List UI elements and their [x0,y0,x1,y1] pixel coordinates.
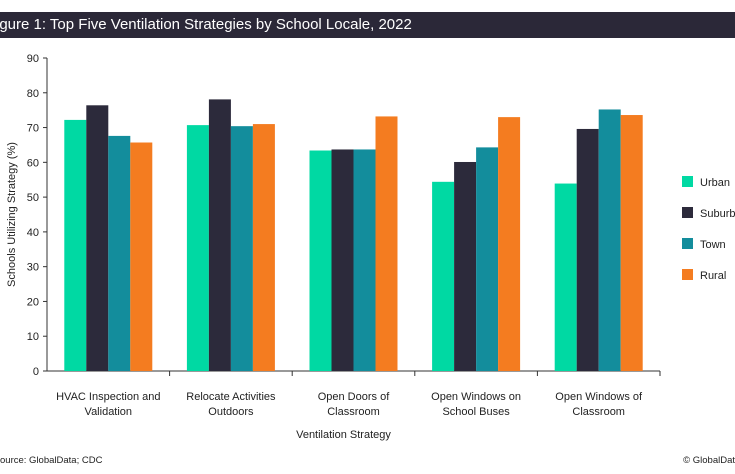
x-axis-title: Ventilation Strategy [296,429,391,441]
bar-rural [498,117,521,371]
x-tick-label: Relocate Activities [186,391,276,403]
legend-swatch-rural [682,269,693,280]
bar-suburban [331,149,354,371]
y-tick-label: 20 [27,296,39,308]
y-tick-label: 60 [27,157,39,169]
bar-suburban [208,99,231,371]
x-tick-label: Outdoors [208,406,254,418]
legend-swatch-town [682,238,693,249]
bar-town [353,149,376,371]
bar-rural [620,115,643,371]
bar-rural [375,116,398,371]
bar-urban [432,181,455,371]
y-tick-label: 80 [27,88,39,100]
legend-swatch-urban [682,176,693,187]
bar-town [108,135,131,371]
bar-town [476,147,499,371]
x-tick-label: School Buses [442,406,510,418]
source-note: ource: GlobalData; CDC [0,455,103,466]
x-tick-label: HVAC Inspection and [56,391,160,403]
bar-suburban [454,161,477,371]
y-tick-label: 30 [27,262,39,274]
x-tick-label: Classroom [327,406,380,418]
legend-swatch-suburban [682,207,693,218]
x-tick-label: Open Windows on [431,391,521,403]
bar-rural [130,142,153,371]
legend-label-town: Town [700,239,726,251]
bar-urban [554,183,577,371]
x-tick-label: Classroom [572,406,625,418]
bar-urban [64,119,87,371]
bar-suburban [576,128,599,371]
y-tick-label: 0 [33,366,39,378]
bar-urban [309,150,332,371]
y-tick-label: 50 [27,192,39,204]
copyright-note: © GlobalDat [683,455,735,466]
chart-title: igure 1: Top Five Ventilation Strategies… [0,12,735,38]
y-tick-label: 90 [27,53,39,65]
legend-label-suburban: Suburban [700,208,735,220]
legend-label-rural: Rural [700,270,726,282]
y-tick-label: 10 [27,331,39,343]
bar-suburban [86,105,109,371]
bar-town [230,126,253,371]
x-tick-label: Validation [85,406,133,418]
x-tick-label: Open Windows of [555,391,643,403]
bar-rural [252,124,275,371]
legend-label-urban: Urban [700,177,730,189]
bar-urban [186,125,209,371]
y-tick-label: 70 [27,123,39,135]
y-tick-label: 40 [27,227,39,239]
x-tick-label: Open Doors of [318,391,390,403]
y-axis-title: Schools Utilizing Strategy (%) [6,142,18,287]
bar-town [598,109,621,372]
